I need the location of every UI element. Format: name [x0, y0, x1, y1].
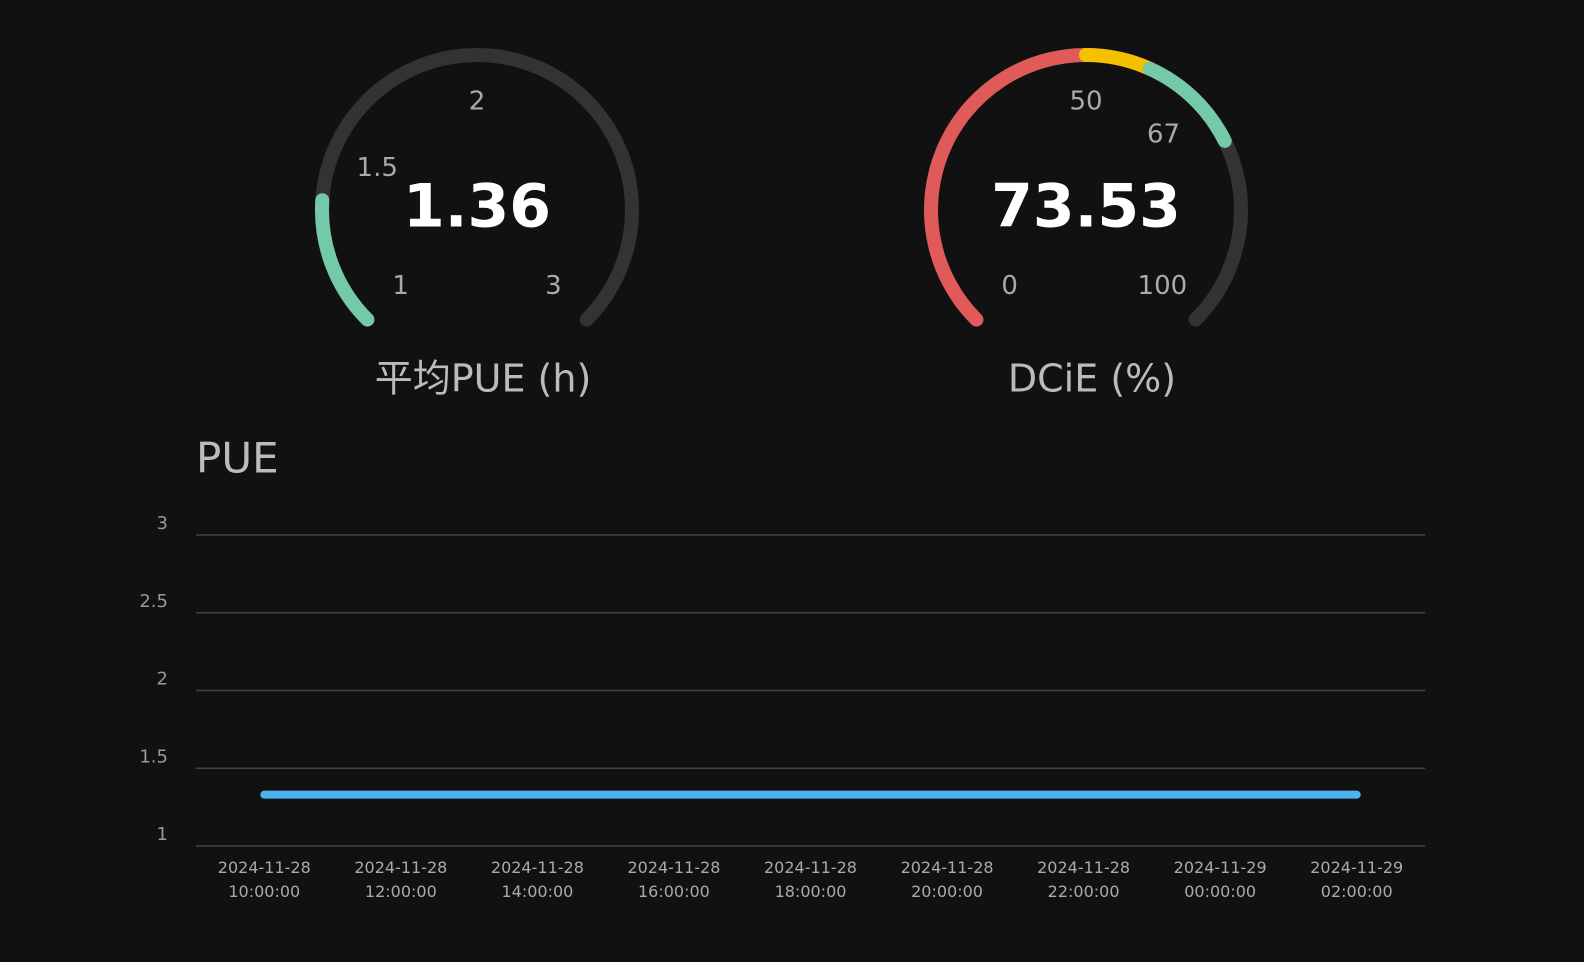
gauge-value-arc — [1142, 61, 1232, 148]
x-tick-label-line: 2024-11-28 — [764, 858, 857, 877]
x-tick-label-line: 2024-11-28 — [901, 858, 994, 877]
x-tick-label-line: 2024-11-28 — [1037, 858, 1130, 877]
x-tick-label-line: 2024-11-28 — [627, 858, 720, 877]
x-tick-label-line: 2024-11-29 — [1310, 858, 1403, 877]
gauge-tick-label: 67 — [1147, 119, 1180, 149]
x-tick-label-line: 02:00:00 — [1321, 882, 1393, 901]
x-tick-label: 2024-11-28 12:00:00 — [354, 858, 447, 901]
gauge-tick-label: 100 — [1138, 271, 1188, 301]
x-tick-label: 2024-11-28 22:00:00 — [1037, 858, 1130, 901]
x-tick-label-line: 2024-11-28 — [491, 858, 584, 877]
gauge-tick-label: 50 — [1069, 87, 1102, 117]
x-tick-label-line: 20:00:00 — [911, 882, 983, 901]
x-tick-label: 2024-11-28 18:00:00 — [764, 858, 857, 901]
gauge-value: 1.36 — [403, 172, 551, 242]
x-tick-label-line: 10:00:00 — [228, 882, 300, 901]
gauge-title: 平均PUE (h) — [375, 357, 592, 401]
y-tick-label: 3 — [157, 513, 168, 534]
x-tick-label: 2024-11-28 16:00:00 — [627, 858, 720, 901]
gauge-tick-label: 3 — [545, 271, 562, 301]
gauge-value-arc — [924, 48, 1093, 327]
x-tick-label: 2024-11-28 20:00:00 — [901, 858, 994, 901]
x-tick-label-line: 2024-11-29 — [1174, 858, 1267, 877]
gauge-tick-label: 0 — [1001, 271, 1018, 301]
x-tick-label-line: 2024-11-28 — [218, 858, 311, 877]
x-tick-label: 2024-11-28 14:00:00 — [491, 858, 584, 901]
gauge-tick-label: 1 — [392, 271, 409, 301]
x-tick-label-line: 2024-11-28 — [354, 858, 447, 877]
x-tick-label-line: 18:00:00 — [775, 882, 847, 901]
gauge-tick-label: 2 — [469, 87, 486, 117]
x-tick-label: 2024-11-29 02:00:00 — [1310, 858, 1403, 901]
y-tick-label: 2.5 — [139, 591, 168, 612]
gauge-value-arc — [315, 193, 375, 327]
x-tick-label-line: 12:00:00 — [365, 882, 437, 901]
x-tick-label-line: 16:00:00 — [638, 882, 710, 901]
x-tick-label-line: 14:00:00 — [501, 882, 573, 901]
x-tick-label: 2024-11-29 00:00:00 — [1174, 858, 1267, 901]
gauge-value: 73.53 — [991, 172, 1181, 242]
gauge-title: DCiE (%) — [1008, 357, 1176, 401]
y-tick-label: 1 — [157, 824, 168, 845]
x-tick-label-line: 00:00:00 — [1184, 882, 1256, 901]
x-tick-label: 2024-11-28 10:00:00 — [218, 858, 311, 901]
gauge-tick-label: 1.5 — [357, 153, 398, 183]
y-tick-label: 1.5 — [139, 746, 168, 767]
x-tick-label-line: 22:00:00 — [1048, 882, 1120, 901]
chart-title: PUE — [196, 434, 279, 483]
y-tick-label: 2 — [157, 669, 168, 690]
